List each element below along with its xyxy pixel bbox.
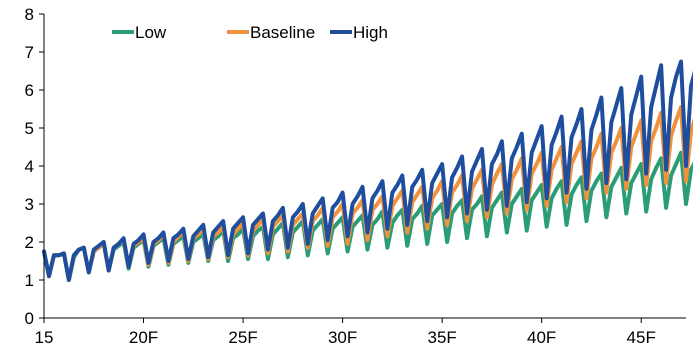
x-tick-label: 45F bbox=[627, 328, 656, 347]
legend-label-high: High bbox=[353, 23, 388, 42]
series-layer bbox=[42, 59, 693, 282]
y-tick-label: 1 bbox=[25, 271, 34, 290]
legend-label-low: Low bbox=[135, 23, 167, 42]
legend-label-baseline: Baseline bbox=[250, 23, 315, 42]
y-tick-label: 0 bbox=[25, 309, 34, 328]
y-tick-label: 7 bbox=[25, 43, 34, 62]
series-line-high bbox=[42, 59, 693, 282]
y-tick-label: 6 bbox=[25, 81, 34, 100]
y-tick-label: 4 bbox=[25, 157, 34, 176]
y-tick-label: 5 bbox=[25, 119, 34, 138]
x-tick-label: 25F bbox=[228, 328, 257, 347]
y-tick-label: 8 bbox=[25, 5, 34, 24]
x-axis-ticks: 15 20F 25F 30F 35F 40F 45F bbox=[35, 318, 656, 347]
x-tick-label: 30F bbox=[328, 328, 357, 347]
y-tick-label: 2 bbox=[25, 233, 34, 252]
y-axis-ticks: 0 1 2 3 4 5 6 7 8 bbox=[25, 5, 44, 328]
x-tick-label: 40F bbox=[527, 328, 556, 347]
legend: Low Baseline High bbox=[112, 23, 388, 42]
x-tick-label: 15 bbox=[35, 328, 54, 347]
y-tick-label: 3 bbox=[25, 195, 34, 214]
x-tick-label: 20F bbox=[129, 328, 158, 347]
series-line-low bbox=[42, 150, 693, 282]
x-tick-label: 35F bbox=[427, 328, 456, 347]
axes-layer: 0 1 2 3 4 5 6 7 8 15 20F 25F 30F 35F 40F 45F bbox=[25, 5, 686, 347]
